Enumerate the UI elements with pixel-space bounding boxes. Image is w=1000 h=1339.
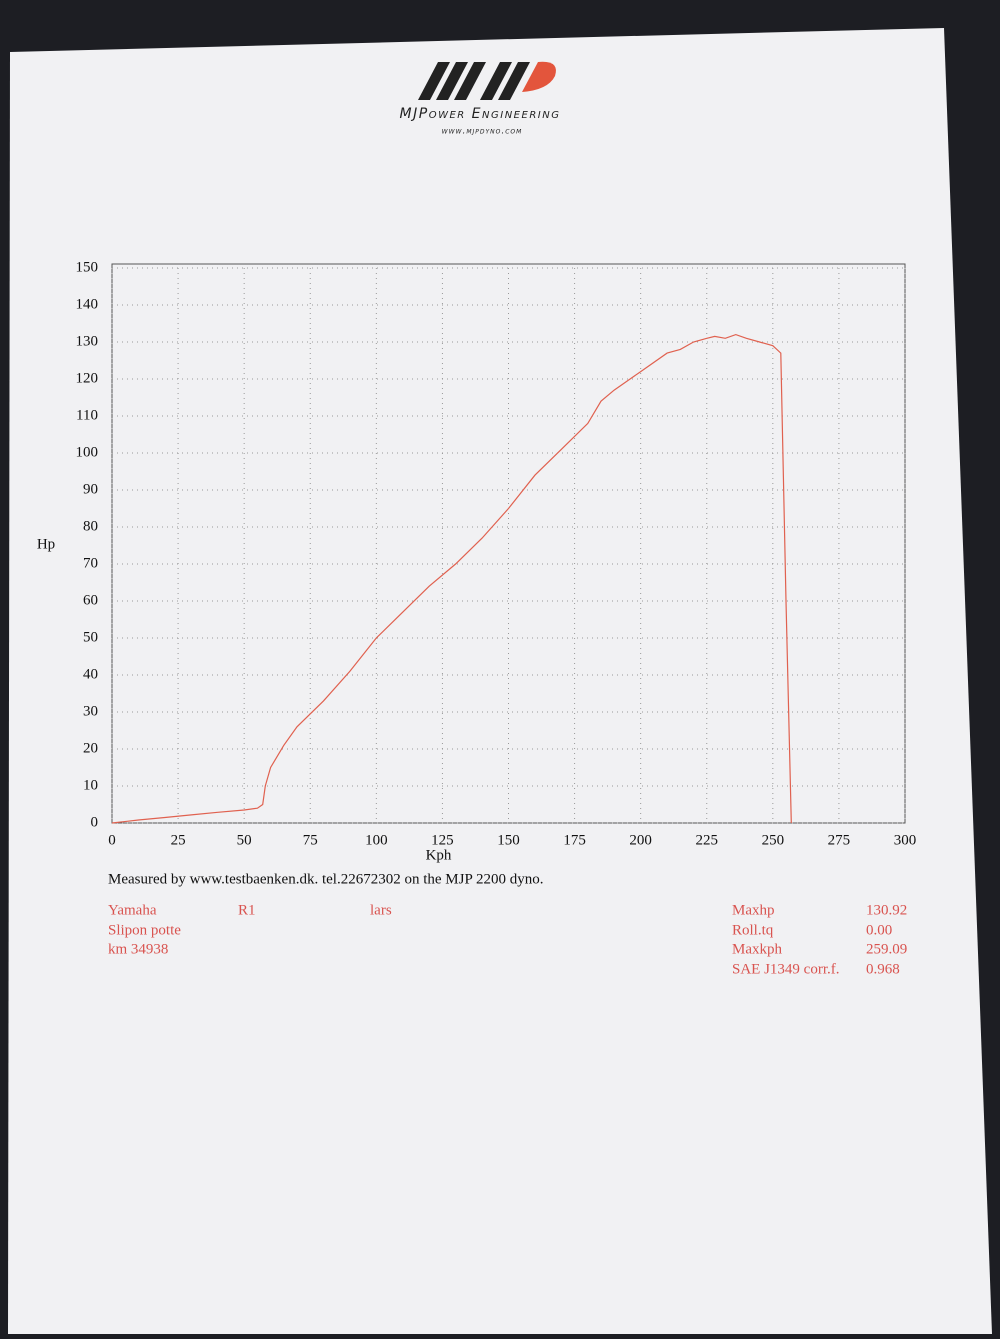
info-text: Yamaha [108,902,157,918]
x-tick-label: 0 [108,832,116,848]
x-tick-label: 200 [629,832,652,848]
x-axis-label: Kph [426,847,452,863]
info-text: R1 [238,902,256,918]
y-tick-label: 140 [76,296,99,312]
x-tick-label: 100 [365,832,388,848]
y-tick-label: 120 [76,370,99,386]
x-tick-label: 275 [828,832,851,848]
x-tick-label: 125 [431,832,454,848]
x-tick-label: 75 [303,832,318,848]
stat-label: Maxhp [732,902,775,918]
y-tick-label: 20 [83,740,98,756]
chart: 0 10 20 30 40 50 60 70 80 90 100 110 120 130 140 150 0 25… [37,259,916,863]
brand-name: MJPower Engineering [400,106,561,122]
x-tick-label: 300 [894,832,917,848]
stat-label: Roll.tq [732,922,774,938]
y-tick-label: 30 [83,703,98,719]
y-tick-label: 100 [76,444,99,460]
y-tick-label: 50 [83,629,98,645]
measured-note: Measured by www.testbaenken.dk. tel.2267… [108,871,544,887]
x-tick-label: 50 [237,832,252,848]
stat-label: SAE J1349 corr.f. [732,961,840,977]
stat-label: Maxkph [732,941,782,957]
logo [418,61,556,100]
x-tick-label: 250 [762,832,785,848]
x-tick-label: 25 [171,832,186,848]
stat-value: 130.92 [866,902,907,918]
y-tick-label: 10 [83,777,98,793]
y-tick-label: 130 [76,333,99,349]
stat-value: 0.00 [866,922,892,938]
y-tick-label: 110 [76,407,98,423]
dyno-curve [111,333,792,824]
stat-value: 259.09 [866,941,907,957]
x-tick-label: 175 [563,832,586,848]
y-axis-label: Hp [37,536,55,552]
info-text: km 34938 [108,941,168,957]
stat-value: 0.968 [866,961,900,977]
y-tick-label: 70 [83,555,98,571]
brand-url: www.mjpdyno.com [442,127,523,137]
paper [8,28,992,1334]
y-tick-label: 90 [83,481,98,497]
y-tick-label: 150 [76,259,99,275]
info-text: lars [370,902,392,918]
x-tick-label: 225 [696,832,719,848]
y-tick-label: 80 [83,518,98,534]
y-tick-label: 40 [83,666,98,682]
x-tick-label: 150 [497,832,520,848]
y-tick-label: 60 [83,592,98,608]
info-text: Slipon potte [108,922,181,938]
y-tick-label: 0 [91,814,99,830]
